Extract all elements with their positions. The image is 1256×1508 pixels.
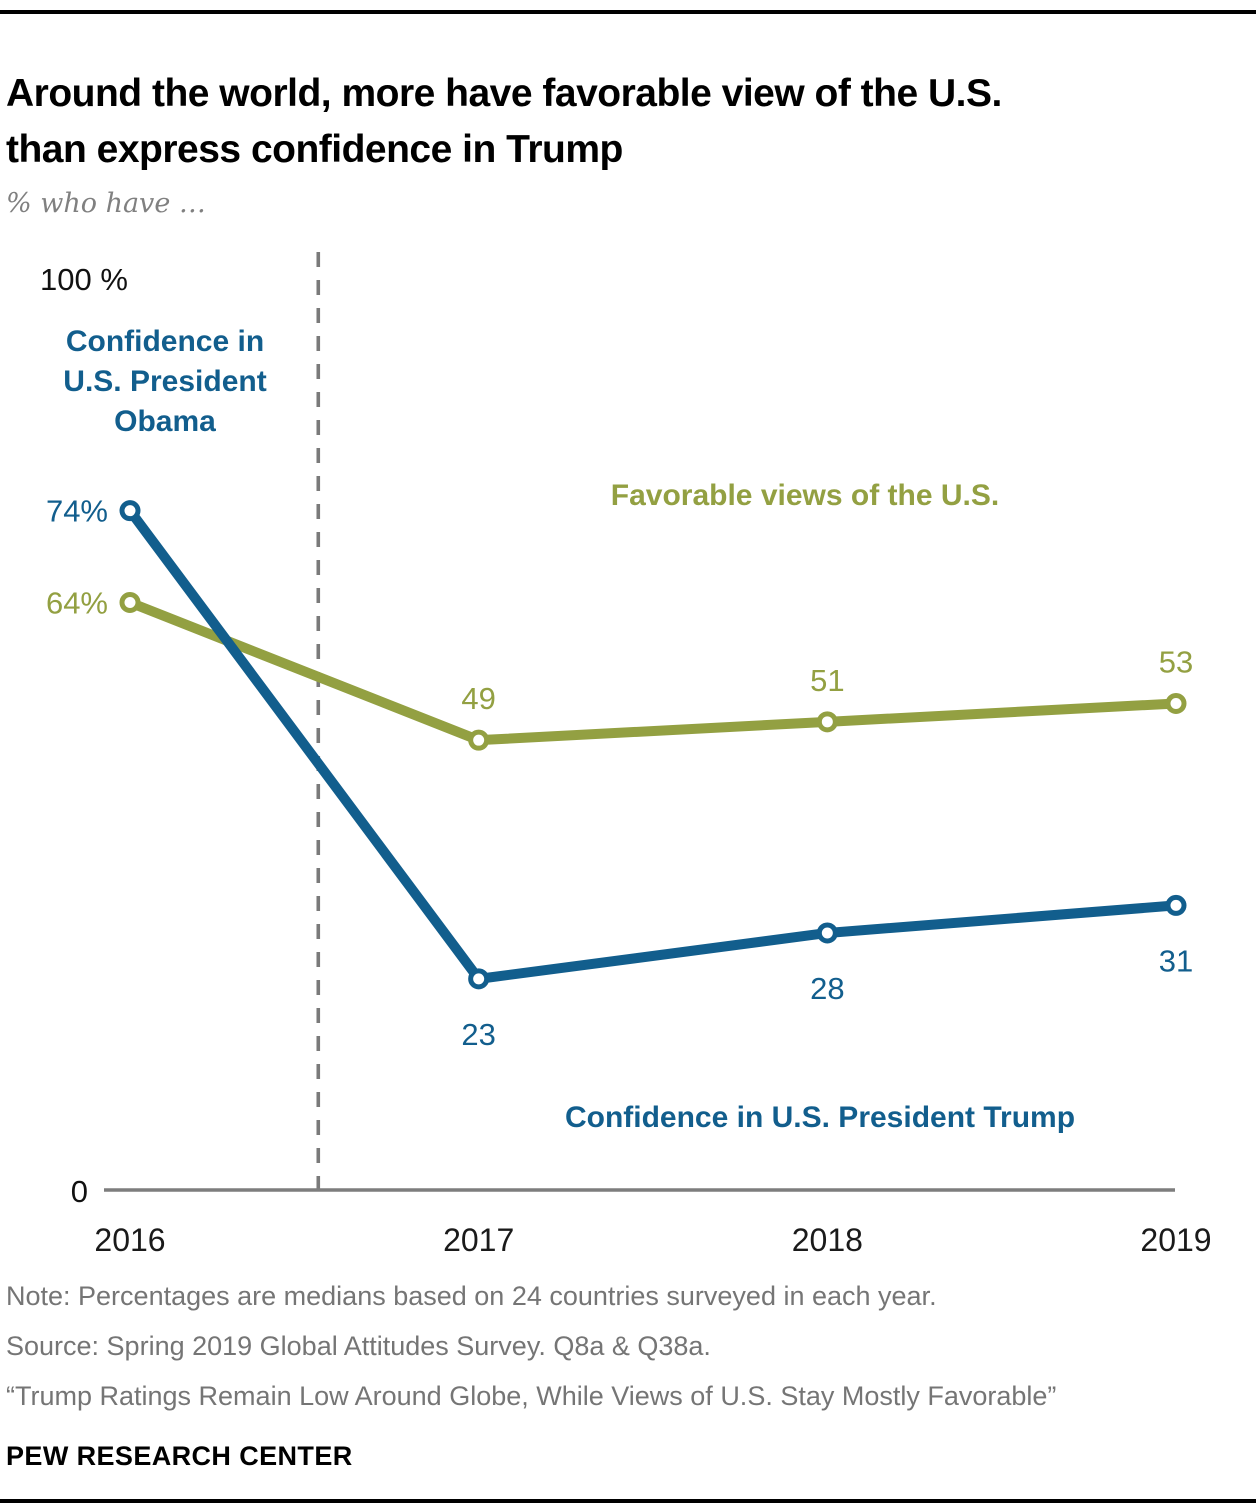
- source-text: Source: Spring 2019 Global Attitudes Sur…: [6, 1331, 711, 1361]
- data-point-marker-confidence-2018: [816, 922, 838, 944]
- value-label-confidence-2016: 74%: [46, 494, 108, 529]
- confidence-series-line: [125, 507, 1177, 984]
- data-point-marker-favorable-2017: [468, 729, 490, 751]
- series-label-obama: Confidence in U.S. President Obama: [63, 325, 267, 438]
- x-tick-label-2019: 2019: [1140, 1222, 1211, 1258]
- value-label-confidence-2018: 28: [810, 971, 844, 1006]
- value-label-favorable-2017: 49: [461, 681, 495, 716]
- data-point-marker-confidence-2017: [468, 968, 490, 990]
- value-label-favorable-2018: 51: [810, 663, 844, 698]
- brand-logotype: PEW RESEARCH CENTER: [6, 1441, 353, 1471]
- note-text: Note: Percentages are medians based on 2…: [6, 1281, 937, 1311]
- series-label-trump: Confidence in U.S. President Trump: [564, 1101, 1076, 1134]
- x-tick-label-2016: 2016: [94, 1222, 165, 1258]
- data-point-marker-favorable-2016: [119, 591, 141, 613]
- x-tick-label-2017: 2017: [443, 1222, 514, 1258]
- data-point-marker-favorable-2018: [816, 711, 838, 733]
- data-point-marker-favorable-2019: [1165, 692, 1187, 714]
- chart-title: Around the world, more have favorable vi…: [6, 72, 1002, 172]
- report-title-text: “Trump Ratings Remain Low Around Globe, …: [6, 1381, 1057, 1411]
- chart-subtitle: % who have …: [6, 188, 206, 219]
- favorable-series-line: [128, 597, 1177, 746]
- value-label-favorable-2016: 64%: [46, 585, 108, 620]
- data-point-marker-confidence-2019: [1165, 894, 1187, 916]
- bottom-rule: [0, 1499, 1256, 1503]
- value-label-favorable-2019: 53: [1159, 644, 1193, 679]
- data-point-marker-confidence-2016: [119, 500, 141, 522]
- y-max-label: 100 %: [40, 262, 128, 297]
- value-label-confidence-2017: 23: [461, 1017, 495, 1052]
- x-tick-label-2018: 2018: [792, 1222, 863, 1258]
- value-label-confidence-2019: 31: [1159, 943, 1193, 978]
- top-rule: [0, 10, 1256, 14]
- y-zero-label: 0: [71, 1174, 88, 1209]
- series-label-favorable: Favorable views of the U.S.: [610, 479, 1000, 512]
